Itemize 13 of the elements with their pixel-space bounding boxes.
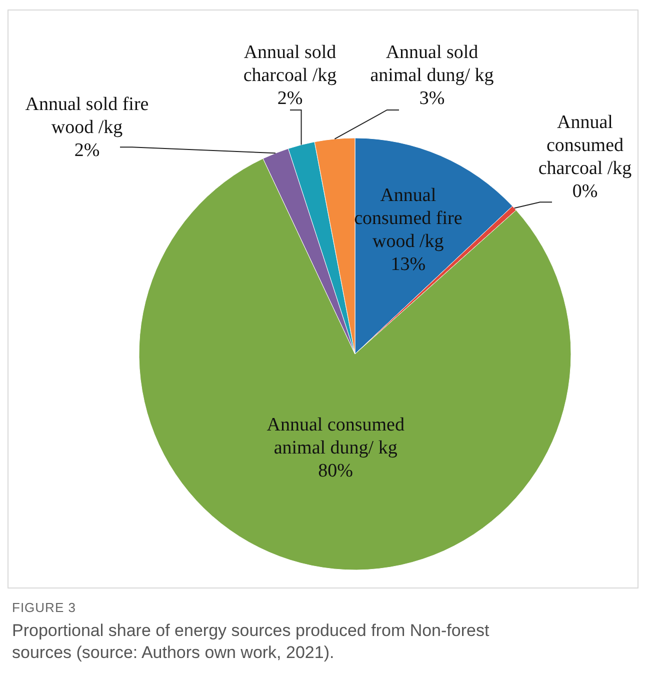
data-label: 2% [74, 140, 100, 161]
caption: FIGURE 3 [12, 600, 76, 615]
data-label: 13% [390, 254, 426, 276]
slice-label: Annual sold fire wood /kg [25, 94, 149, 138]
slice-label: Annual sold animal dung/ kg [370, 42, 494, 86]
data-label: 2% [277, 88, 303, 109]
data-label: 80% [318, 460, 354, 482]
slice-label: Annual consumed charcoal /kg [538, 112, 632, 179]
slice-label: Annual sold charcoal /kg [243, 42, 338, 86]
slice-label: Annual consumed animal dung/ kg [266, 414, 405, 459]
data-label: 0% [572, 181, 598, 202]
text: Proportional share of energy sources produced from Non-forest sources (source: Authors own work, 2021). [12, 621, 490, 662]
data-label: 3% [419, 88, 445, 109]
